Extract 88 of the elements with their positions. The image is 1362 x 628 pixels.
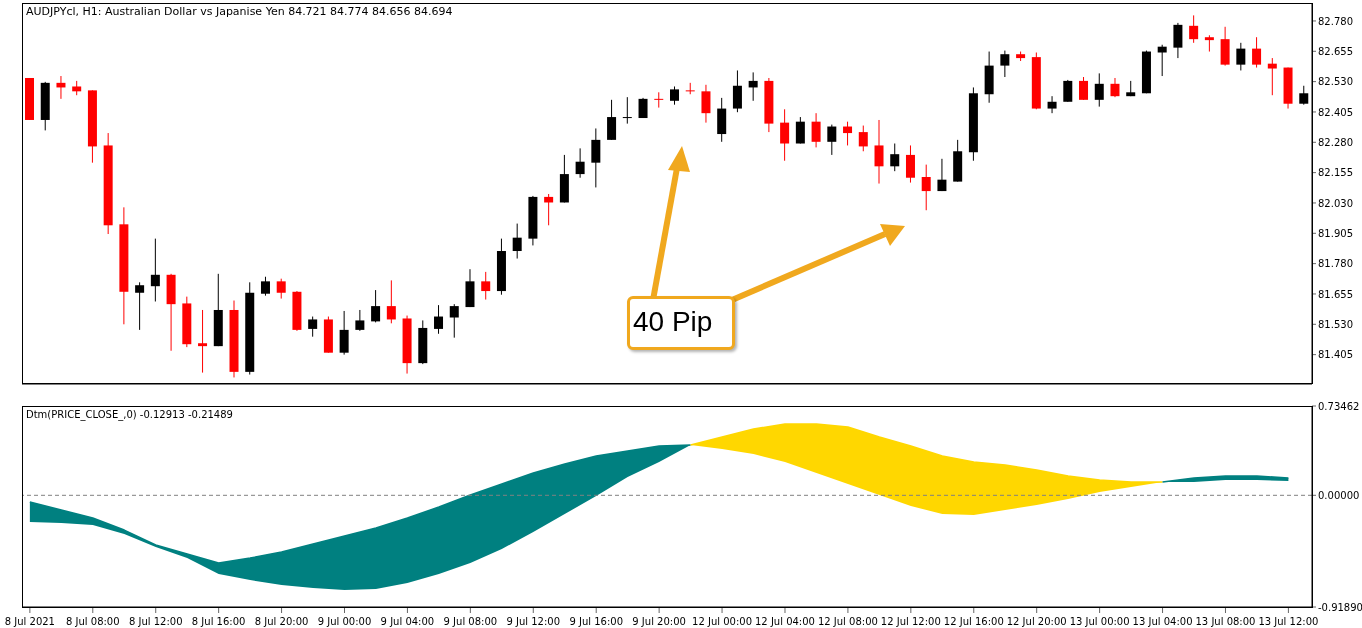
candlestick xyxy=(386,279,396,324)
candlestick xyxy=(874,119,884,185)
x-tick-label: 12 Jul 04:00 xyxy=(755,616,815,627)
candlestick xyxy=(371,289,381,323)
y-tick-label: 0.00000 xyxy=(1318,489,1360,501)
x-tick-label: 12 Jul 08:00 xyxy=(817,616,878,627)
candlestick xyxy=(921,164,931,211)
candlestick xyxy=(544,193,554,226)
candlestick xyxy=(1000,50,1010,78)
candlestick xyxy=(1094,72,1104,108)
candlestick xyxy=(905,144,915,184)
candlestick xyxy=(1079,76,1089,101)
y-tick-label: 82.780 xyxy=(1318,15,1353,27)
candlestick xyxy=(748,71,758,102)
candlestick xyxy=(843,121,853,146)
x-tick-label: 9 Jul 16:00 xyxy=(569,616,624,627)
candlestick xyxy=(308,316,318,338)
candlestick xyxy=(780,108,790,162)
candlestick xyxy=(198,309,208,374)
x-tick-label: 9 Jul 00:00 xyxy=(317,616,372,627)
candlestick xyxy=(685,82,695,95)
y-tick-label: 82.155 xyxy=(1318,167,1353,179)
candlestick xyxy=(607,99,617,141)
x-tick-label: 12 Jul 16:00 xyxy=(943,616,1004,627)
candlestick xyxy=(591,127,601,188)
candlestick xyxy=(1267,57,1277,96)
candlestick xyxy=(1189,14,1199,44)
candlestick xyxy=(827,124,837,156)
x-tick-label: 9 Jul 20:00 xyxy=(632,616,686,627)
candlestick xyxy=(135,281,145,331)
x-tick-label: 8 Jul 12:00 xyxy=(128,616,183,627)
y-tick-label: 81.530 xyxy=(1318,318,1353,330)
x-tick-label: 13 Jul 04:00 xyxy=(1132,616,1193,627)
y-tick-label: 81.405 xyxy=(1318,349,1353,361)
x-tick-label: 8 Jul 08:00 xyxy=(65,616,120,627)
x-tick-label: 13 Jul 00:00 xyxy=(1069,616,1130,627)
candlestick xyxy=(276,278,286,300)
x-tick-label: 12 Jul 00:00 xyxy=(692,616,753,627)
candlestick xyxy=(512,223,522,260)
candlestick xyxy=(1047,95,1057,114)
chart-title: AUDJPYcl, H1: Australian Dollar vs Japanise Yen 84.721 84.774 84.656 84.694 xyxy=(26,5,453,18)
candlestick xyxy=(1173,22,1183,59)
x-tick-label: 9 Jul 04:00 xyxy=(380,616,435,627)
y-tick-label: 82.655 xyxy=(1318,45,1353,57)
x-tick-label: 8 Jul 2021 xyxy=(4,616,55,627)
candlestick xyxy=(1063,79,1073,103)
candlestick xyxy=(1299,85,1309,106)
candlestick xyxy=(355,309,365,332)
candlestick xyxy=(449,303,459,339)
candlestick xyxy=(795,116,805,145)
candlestick xyxy=(622,96,632,125)
x-tick-label: 9 Jul 08:00 xyxy=(443,616,498,627)
y-tick-label: 81.780 xyxy=(1318,258,1353,270)
y-tick-label: 0.73462 xyxy=(1318,400,1360,412)
x-tick-label: 8 Jul 16:00 xyxy=(191,616,246,627)
candlestick xyxy=(1157,44,1167,77)
y-tick-label: 81.905 xyxy=(1318,227,1353,239)
y-tick-label: 82.280 xyxy=(1318,136,1353,148)
candlestick xyxy=(575,147,585,179)
y-tick-label: -0.91890 xyxy=(1318,601,1362,613)
x-tick-label: 8 Jul 20:00 xyxy=(254,616,309,627)
y-tick-label: 81.655 xyxy=(1318,288,1353,300)
x-tick-label: 9 Jul 12:00 xyxy=(506,616,561,627)
candlestick xyxy=(1110,77,1120,98)
candlestick xyxy=(1236,42,1246,71)
x-tick-label: 13 Jul 12:00 xyxy=(1258,616,1319,627)
candlestick xyxy=(150,238,160,302)
candlestick xyxy=(1252,36,1262,69)
y-tick-label: 82.530 xyxy=(1318,76,1353,88)
y-tick-label: 82.405 xyxy=(1318,106,1353,118)
y-tick-label: 82.030 xyxy=(1318,197,1353,209)
candlestick xyxy=(670,85,679,106)
candlestick xyxy=(339,310,349,356)
x-tick-label: 13 Jul 08:00 xyxy=(1195,616,1256,627)
candlestick xyxy=(434,304,444,335)
candlestick xyxy=(732,69,742,113)
candlestick xyxy=(858,125,868,152)
chart-title: Dtm(PRICE_CLOSE_,0) -0.12913 -0.21489 xyxy=(26,409,233,420)
candlestick xyxy=(701,84,711,124)
candlestick xyxy=(481,271,491,301)
x-tick-label: 12 Jul 20:00 xyxy=(1006,616,1067,627)
x-tick-label: 12 Jul 12:00 xyxy=(880,616,941,627)
candlestick xyxy=(890,143,900,172)
candlestick xyxy=(654,91,664,109)
annotation: 40 Pip xyxy=(633,306,713,338)
candlestick xyxy=(937,158,947,192)
candlestick xyxy=(260,276,270,297)
candlestick xyxy=(811,112,821,148)
